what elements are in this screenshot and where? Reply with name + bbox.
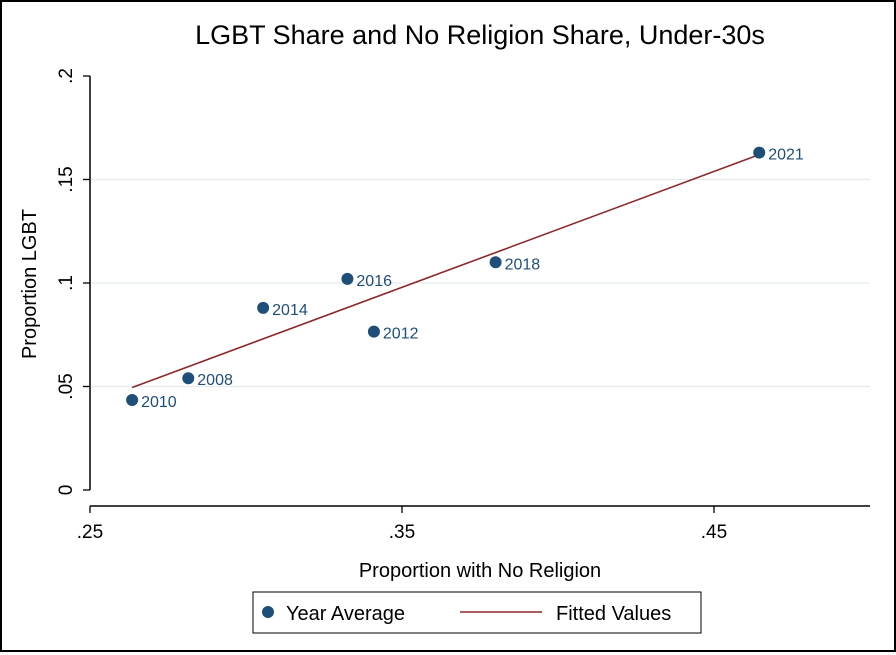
y-tick-label: .05: [56, 373, 77, 399]
y-tick-label: 0: [56, 485, 77, 496]
data-label-2012: 2012: [383, 326, 419, 343]
y-tick-label: .15: [56, 166, 77, 192]
fitted-line-layer: [131, 153, 760, 389]
fitted-values-line: [131, 153, 760, 389]
y-tick-label: .1: [56, 275, 77, 291]
data-label-2018: 2018: [505, 256, 541, 273]
data-point-2014: [257, 301, 270, 314]
data-label-2008: 2008: [197, 372, 233, 389]
legend-label-year-average: Year Average: [286, 603, 405, 625]
x-tick-label: .35: [389, 522, 415, 543]
x-axis-label: Proportion with No Religion: [359, 560, 601, 582]
y-axis-label: Proportion LGBT: [19, 209, 41, 359]
data-label-2010: 2010: [141, 394, 177, 411]
x-tick-label: .25: [77, 522, 103, 543]
legend: Year Average Fitted Values: [252, 591, 702, 634]
x-axis-ticks: .25 .35 .45: [77, 506, 727, 543]
data-point-2012: [367, 325, 380, 338]
grid-lines: [90, 178, 870, 388]
legend-label-fitted-values: Fitted Values: [556, 603, 671, 625]
axes: [89, 76, 870, 507]
data-label-2021: 2021: [768, 147, 804, 164]
data-point-2010: [126, 393, 139, 406]
data-point-2021: [753, 146, 766, 159]
chart-title: LGBT Share and No Religion Share, Under-…: [195, 20, 765, 50]
data-point-2018: [489, 256, 502, 269]
legend-marker-year-average: [262, 606, 274, 618]
data-points: 2008 2010 2012 2014 2016 2018 2021: [126, 146, 804, 411]
x-tick-label: .45: [701, 522, 727, 543]
data-label-2014: 2014: [272, 302, 308, 319]
data-label-2016: 2016: [356, 273, 392, 290]
data-point-2008: [182, 372, 195, 385]
y-tick-label: .2: [56, 68, 77, 84]
data-point-2016: [341, 272, 354, 285]
y-axis-ticks: 0 .05 .1 .15 .2: [56, 68, 90, 495]
